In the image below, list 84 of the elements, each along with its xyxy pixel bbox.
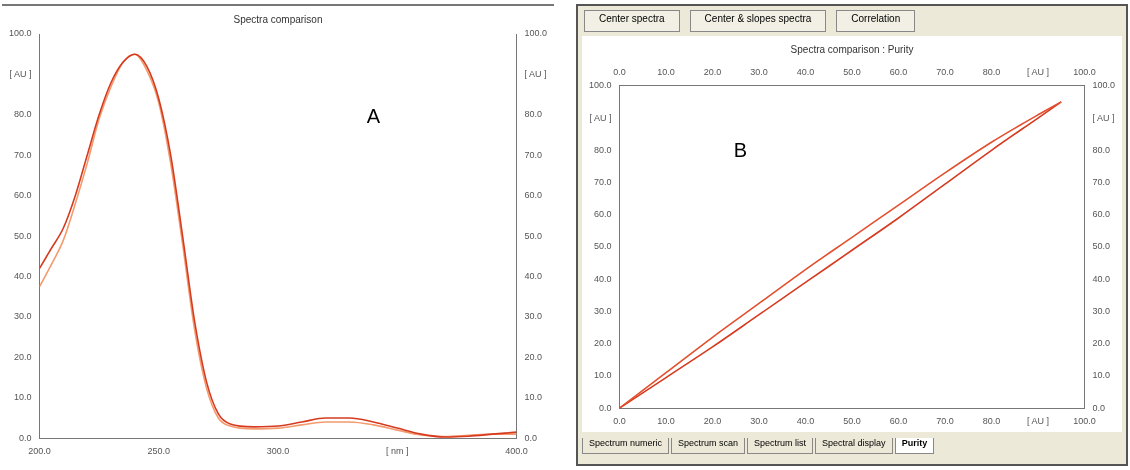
x2-tick-label: 40.0	[796, 66, 815, 77]
x-tick-label: 0.0	[613, 416, 626, 427]
y-tick-label: 30.0	[13, 311, 32, 322]
x2-tick-label: 70.0	[936, 66, 954, 77]
x-tick-label: 70.0	[936, 416, 954, 427]
line-series	[619, 101, 1063, 409]
y2-tick-label: 0.0	[1092, 402, 1105, 413]
y-tick-label: 80.0	[593, 144, 612, 155]
x2-tick-label: 30.0	[750, 66, 768, 77]
y-tick-label: [ AU ]	[589, 112, 612, 123]
x-tick-label: [ AU ]	[1026, 416, 1049, 427]
y2-tick-label: 80.0	[524, 109, 543, 120]
annotation: B	[733, 138, 748, 161]
y-tick-label: 10.0	[13, 392, 32, 403]
y2-tick-label: 40.0	[1092, 273, 1111, 284]
y-tick-label: 100.0	[8, 28, 32, 39]
x-tick-label: 400.0	[505, 446, 528, 457]
y-tick-label: 60.0	[13, 190, 32, 201]
y2-tick-label: 20.0	[524, 351, 543, 362]
y2-tick-label: 80.0	[1092, 144, 1111, 155]
y-tick-label: 60.0	[593, 209, 612, 220]
button: Center & slopes spectra	[689, 10, 827, 32]
y2-tick-label: 10.0	[524, 392, 543, 403]
y-tick-label: 40.0	[13, 271, 32, 281]
tab: Spectrum list	[747, 438, 814, 454]
x-tick-label: 250.0	[147, 446, 171, 457]
y2-tick-label: 60.0	[524, 190, 543, 201]
x2-tick-label: 10.0	[657, 66, 675, 77]
y2-tick-label: 100.0	[1092, 80, 1116, 91]
y2-tick-label: 60.0	[1092, 209, 1111, 220]
y2-tick-label: 30.0	[1092, 305, 1111, 316]
x-tick-label: 300.0	[266, 446, 290, 457]
tab: Spectral display	[815, 438, 893, 454]
x-tick-label: 20.0	[703, 416, 722, 427]
y-tick-label: 50.0	[13, 230, 32, 241]
y2-tick-label: [ AU ]	[524, 68, 547, 79]
y-tick-label: 20.0	[593, 338, 612, 349]
y2-tick-label: 50.0	[1092, 241, 1111, 252]
x-tick-label: 30.0	[750, 416, 768, 427]
y-tick-label: 40.0	[593, 273, 612, 284]
y-tick-label: 0.0	[599, 402, 612, 413]
button: Center spectra	[584, 10, 680, 32]
y-tick-label: 10.0	[593, 370, 612, 381]
y2-tick-label: [ AU ]	[1092, 112, 1115, 123]
button: Correlation	[836, 10, 916, 32]
x-tick-label: [ nm ]	[385, 446, 409, 457]
annotation: A	[366, 104, 381, 127]
y-tick-label: 70.0	[593, 177, 612, 187]
y2-tick-label: 100.0	[524, 28, 548, 39]
x-tick-label: 40.0	[796, 416, 815, 427]
chart-title: Spectra comparison	[233, 13, 323, 25]
x2-tick-label: 50.0	[843, 66, 861, 77]
y-tick-label: 50.0	[593, 241, 612, 252]
x2-tick-label: 80.0	[982, 66, 1001, 77]
x2-tick-label: 100.0	[1073, 66, 1096, 77]
y-tick-label: [ AU ]	[9, 68, 32, 79]
y-tick-label: 30.0	[593, 305, 612, 316]
x-tick-label: 100.0	[1073, 416, 1096, 427]
x2-tick-label: 60.0	[889, 66, 908, 77]
tab: Spectrum scan	[671, 438, 746, 454]
x2-tick-label: 0.0	[613, 66, 626, 77]
y-tick-label: 20.0	[13, 351, 32, 362]
x-tick-label: 50.0	[843, 416, 861, 427]
x-tick-label: 10.0	[657, 416, 675, 427]
x2-tick-label: [ AU ]	[1026, 66, 1049, 77]
y-tick-label: 100.0	[588, 80, 612, 91]
tab: Spectrum numeric	[582, 438, 670, 454]
x-tick-label: 200.0	[28, 446, 51, 457]
x2-tick-label: 20.0	[703, 66, 722, 77]
y2-tick-label: 70.0	[524, 149, 543, 160]
y2-tick-label: 70.0	[1092, 177, 1111, 187]
y2-tick-label: 50.0	[524, 230, 543, 241]
y2-tick-label: 10.0	[1092, 370, 1111, 381]
x-tick-label: 80.0	[982, 416, 1001, 427]
tab: Purity	[894, 438, 935, 454]
y2-tick-label: 40.0	[524, 271, 543, 281]
y-tick-label: 0.0	[19, 432, 32, 443]
x-tick-label: 60.0	[889, 416, 908, 427]
chart-title: Spectra comparison : Purity	[790, 43, 914, 55]
y2-tick-label: 30.0	[524, 311, 543, 322]
y2-tick-label: 0.0	[524, 432, 537, 443]
y-tick-label: 70.0	[13, 149, 32, 160]
y2-tick-label: 20.0	[1092, 338, 1111, 349]
y-tick-label: 80.0	[13, 109, 32, 120]
